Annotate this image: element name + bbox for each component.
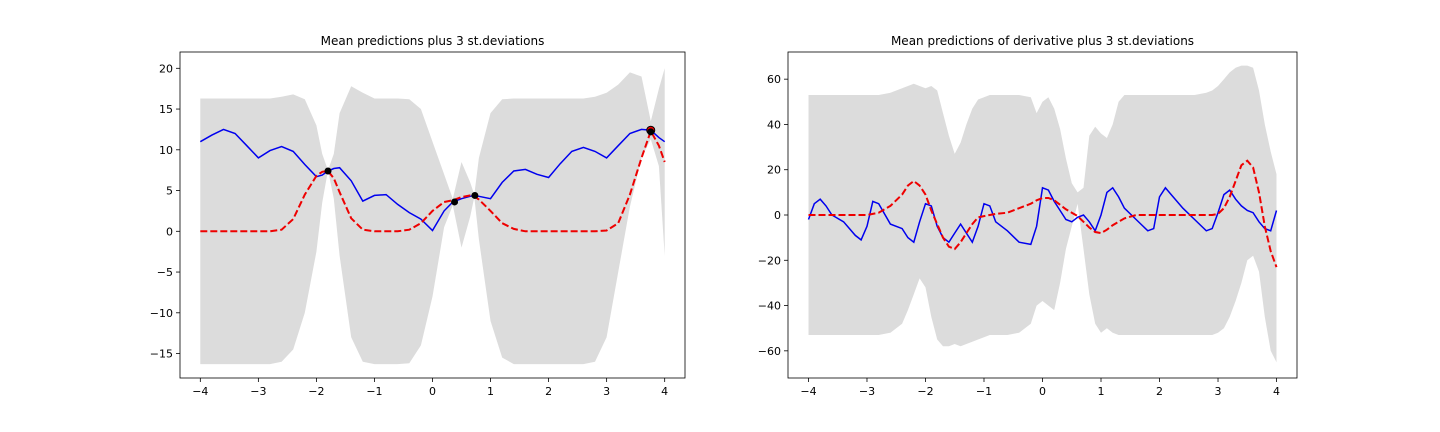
x-tick-label: 1 — [1098, 385, 1105, 398]
y-tick-label: −60 — [758, 345, 781, 358]
x-tick-label: 4 — [1273, 385, 1280, 398]
x-tick-label: 3 — [603, 385, 610, 398]
y-tick-label: 0 — [166, 225, 173, 238]
x-tick-label: 0 — [1039, 385, 1046, 398]
plot-area — [807, 65, 1278, 363]
x-tick-label: 0 — [429, 385, 436, 398]
x-tick-label: −3 — [250, 385, 266, 398]
observation-point — [647, 128, 655, 136]
chart-title: Mean predictions plus 3 st.deviations — [321, 34, 545, 48]
x-tick-label: 3 — [1215, 385, 1222, 398]
y-tick-label: 5 — [166, 185, 173, 198]
y-tick-label: −5 — [157, 266, 173, 279]
x-tick-label: 2 — [545, 385, 552, 398]
y-tick-label: −40 — [758, 300, 781, 313]
y-tick-label: 0 — [774, 209, 781, 222]
x-tick-label: 4 — [661, 385, 668, 398]
x-tick-label: 1 — [487, 385, 494, 398]
right-subplot: −4 −3 −2 −1 0 1 2 3 4 −60 −40 −20 0 20 40 60 Mean predic… — [758, 34, 1298, 398]
y-tick-label: 15 — [159, 103, 173, 116]
y-tick-label: 40 — [767, 118, 781, 131]
x-tick-label: −1 — [366, 385, 382, 398]
y-tick-label: −15 — [150, 348, 173, 361]
plot-area — [199, 68, 666, 365]
y-tick-label: −10 — [150, 307, 173, 320]
true-function-line — [200, 128, 666, 233]
x-tick-label: −1 — [976, 385, 992, 398]
confidence-band — [200, 68, 665, 365]
y-tick-label: 20 — [767, 164, 781, 177]
x-tick-label: −4 — [192, 385, 208, 398]
chart-title: Mean predictions of derivative plus 3 st… — [891, 34, 1194, 48]
y-tick-label: −20 — [758, 254, 781, 267]
x-tick-label: −2 — [917, 385, 933, 398]
mean-prediction-line — [807, 186, 1278, 246]
mean-prediction-line — [199, 128, 666, 232]
x-tick-label: −4 — [800, 385, 816, 398]
x-tick-label: −3 — [859, 385, 875, 398]
observation-point — [451, 198, 459, 206]
y-tick-label: 60 — [767, 73, 781, 86]
observation-point — [471, 191, 479, 199]
x-tick-label: −2 — [308, 385, 324, 398]
y-tick-label: 20 — [159, 62, 173, 75]
y-tick-label: 10 — [159, 144, 173, 157]
observation-point — [324, 167, 332, 175]
x-tick-label: 2 — [1156, 385, 1163, 398]
true-function-line — [808, 159, 1278, 268]
confidence-band — [808, 65, 1277, 363]
